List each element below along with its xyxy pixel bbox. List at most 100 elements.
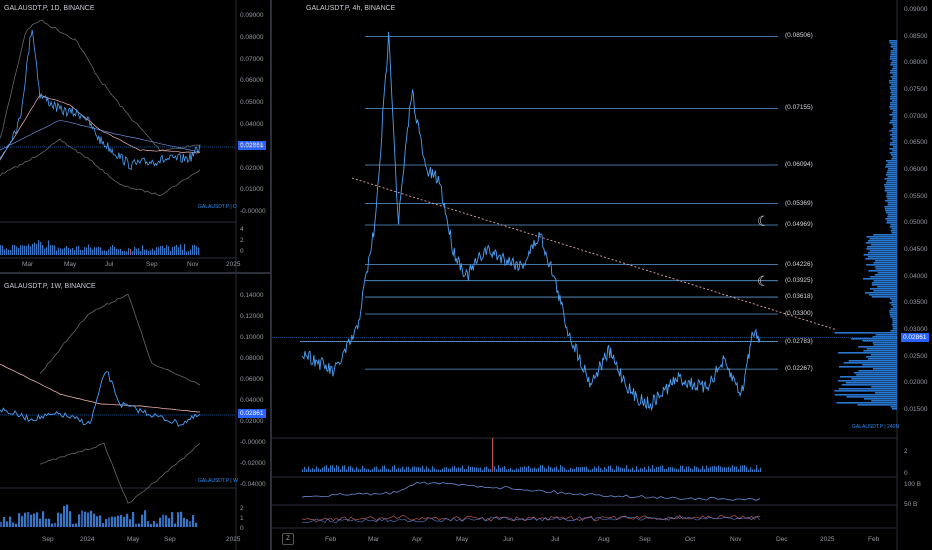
time-axis-tick: Jun	[503, 536, 514, 543]
price-axis-tick: 0.05500	[904, 192, 928, 200]
time-axis-tick: Mar	[22, 261, 34, 268]
time-axis-tick: Jul	[105, 261, 114, 268]
fib-level-label: (0.06094)	[785, 160, 813, 168]
price-axis-tick: 0.07000	[240, 55, 264, 63]
fib-level-label: (0.05369)	[785, 199, 813, 207]
price-axis-tick: -0.00000	[240, 208, 266, 216]
fib-level-label: (0.02267)	[785, 365, 813, 373]
time-axis-tick: Sep	[146, 261, 158, 268]
fib-level-label: (0.02783)	[785, 337, 813, 345]
time-axis-tick: Aug	[598, 536, 610, 543]
main-price-tag: 0.02861	[901, 333, 929, 342]
time-axis-tick: Feb	[325, 536, 337, 543]
main-chart-title: GALAUSDT.P, 4h, BINANCE	[306, 5, 396, 12]
fib-level-label: (0.03925)	[785, 276, 813, 284]
volume-axis-tick: 1	[240, 515, 244, 522]
volume-axis-tick: 2	[904, 448, 908, 455]
weekly-chart-pane[interactable]: GALAUSDT.P, 1W, BINANCE GALAUSDT.P | W 0…	[0, 274, 270, 550]
moon-phase-icon: ☾	[757, 273, 770, 289]
price-axis-tick: 0.02500	[904, 352, 928, 360]
price-axis-tick: 0.06000	[904, 166, 928, 173]
price-axis-tick: 0.03000	[240, 142, 264, 150]
weekly-chart-canvas	[0, 274, 237, 550]
fib-level-label: (0.04969)	[785, 220, 813, 228]
time-axis-tick: May	[127, 536, 140, 543]
price-axis-tick: 0.06000	[240, 77, 264, 85]
time-axis-tick: May	[456, 536, 469, 543]
price-axis-tick: 0.09000	[240, 12, 264, 19]
time-axis-tick: Nov	[730, 536, 742, 543]
price-axis-tick: 0.05000	[904, 219, 928, 227]
fib-level-label: (0.03300)	[785, 310, 813, 317]
price-axis-tick: 0.05000	[240, 99, 264, 107]
fib-level-label: (0.07155)	[785, 104, 813, 112]
main-symbol-label: GALAUSDT.P | 240N	[852, 424, 900, 430]
time-axis-tick: Feb	[868, 536, 880, 543]
price-axis-tick: -0.04000	[240, 481, 266, 488]
time-axis-tick: May	[64, 261, 77, 268]
indicator-axis-tick: 100 B	[904, 481, 921, 488]
price-axis-tick: -0.02000	[240, 460, 266, 467]
volume-axis-tick: 0	[240, 248, 244, 255]
weekly-symbol-label: GALAUSDT.P | W	[198, 478, 238, 484]
price-axis-tick: 0.08000	[240, 33, 264, 41]
time-axis-tick: Sep	[164, 536, 176, 543]
price-axis-tick: 0.08000	[240, 355, 264, 362]
price-axis-tick: 0.10000	[240, 334, 264, 341]
main-chart-canvas	[272, 0, 898, 550]
price-axis-tick: 0.06500	[904, 139, 928, 147]
daily-symbol-label: GALAUSDT.P | D	[198, 204, 237, 210]
fib-level-label: (0.08506)	[785, 32, 813, 40]
time-axis-tick: Oct	[685, 536, 696, 543]
fib-level-label: (0.03618)	[785, 293, 813, 301]
price-axis-tick: 0.07000	[904, 112, 928, 120]
price-axis-tick: 0.08500	[904, 32, 928, 40]
time-axis-tick: Sep	[639, 536, 651, 543]
price-axis-tick: 0.04000	[240, 397, 264, 404]
daily-chart-title: GALAUSDT.P, 1D, BINANCE	[4, 5, 95, 12]
price-axis-tick: 0.03500	[904, 299, 928, 307]
price-axis-tick: 0.01000	[240, 186, 264, 194]
volume-axis-tick: 2	[240, 237, 244, 244]
zoom-button[interactable]: Z	[282, 533, 294, 545]
time-axis-tick: 2025	[820, 536, 835, 543]
volume-axis-tick: 4	[240, 226, 244, 233]
price-axis-tick: -0.00000	[240, 439, 266, 446]
time-axis-tick: Nov	[187, 261, 199, 268]
moon-phase-icon: ☾	[757, 213, 770, 229]
price-axis-tick: 0.07500	[904, 86, 928, 93]
pane-divider-vertical[interactable]	[270, 0, 272, 550]
price-axis-tick: 0.04000	[904, 272, 928, 280]
daily-chart-canvas	[0, 0, 237, 272]
daily-chart-pane[interactable]: GALAUSDT.P, 1D, BINANCE GALAUSDT.P | D 0…	[0, 0, 270, 272]
price-axis-tick: 0.12000	[240, 313, 264, 320]
price-axis-tick: 0.02000	[904, 379, 928, 387]
price-axis-tick: 0.03000	[904, 326, 928, 333]
main-chart-pane[interactable]: GALAUSDT.P, 4h, BINANCE GALAUSDT.P | 240…	[272, 0, 932, 550]
price-axis-tick: 0.01500	[904, 406, 928, 413]
price-axis-tick: 0.04500	[904, 246, 928, 253]
price-axis-tick: 0.14000	[240, 292, 264, 299]
time-axis-tick: 2025	[226, 536, 241, 543]
weekly-chart-title: GALAUSDT.P, 1W, BINANCE	[4, 283, 96, 290]
price-axis-tick: 0.08000	[904, 59, 928, 67]
volume-axis-tick: 2	[240, 505, 244, 512]
price-axis-tick: 0.02000	[240, 418, 264, 425]
weekly-price-tag: 0.02861	[238, 409, 266, 418]
time-axis-tick: Mar	[368, 536, 380, 543]
price-axis-tick: 0.02000	[240, 164, 264, 172]
time-axis-tick: Apr	[412, 536, 423, 543]
time-axis-tick: Sep	[42, 536, 54, 543]
fib-level-label: (0.04226)	[785, 260, 813, 268]
daily-price-tag: 0.02861	[238, 141, 266, 150]
volume-axis-tick: 0	[240, 525, 244, 532]
time-axis-tick: Jul	[551, 536, 560, 543]
volume-axis-tick: 0	[904, 470, 908, 477]
time-axis-tick: Dec	[776, 536, 788, 543]
price-axis-tick: 0.06000	[240, 376, 264, 383]
time-axis-tick: 2025	[226, 261, 241, 268]
time-axis-tick: 2024	[80, 536, 95, 543]
indicator-axis-tick: 50 B	[904, 501, 918, 508]
price-axis-tick: 0.09000	[904, 6, 928, 13]
pane-divider-horizontal[interactable]	[0, 272, 270, 274]
